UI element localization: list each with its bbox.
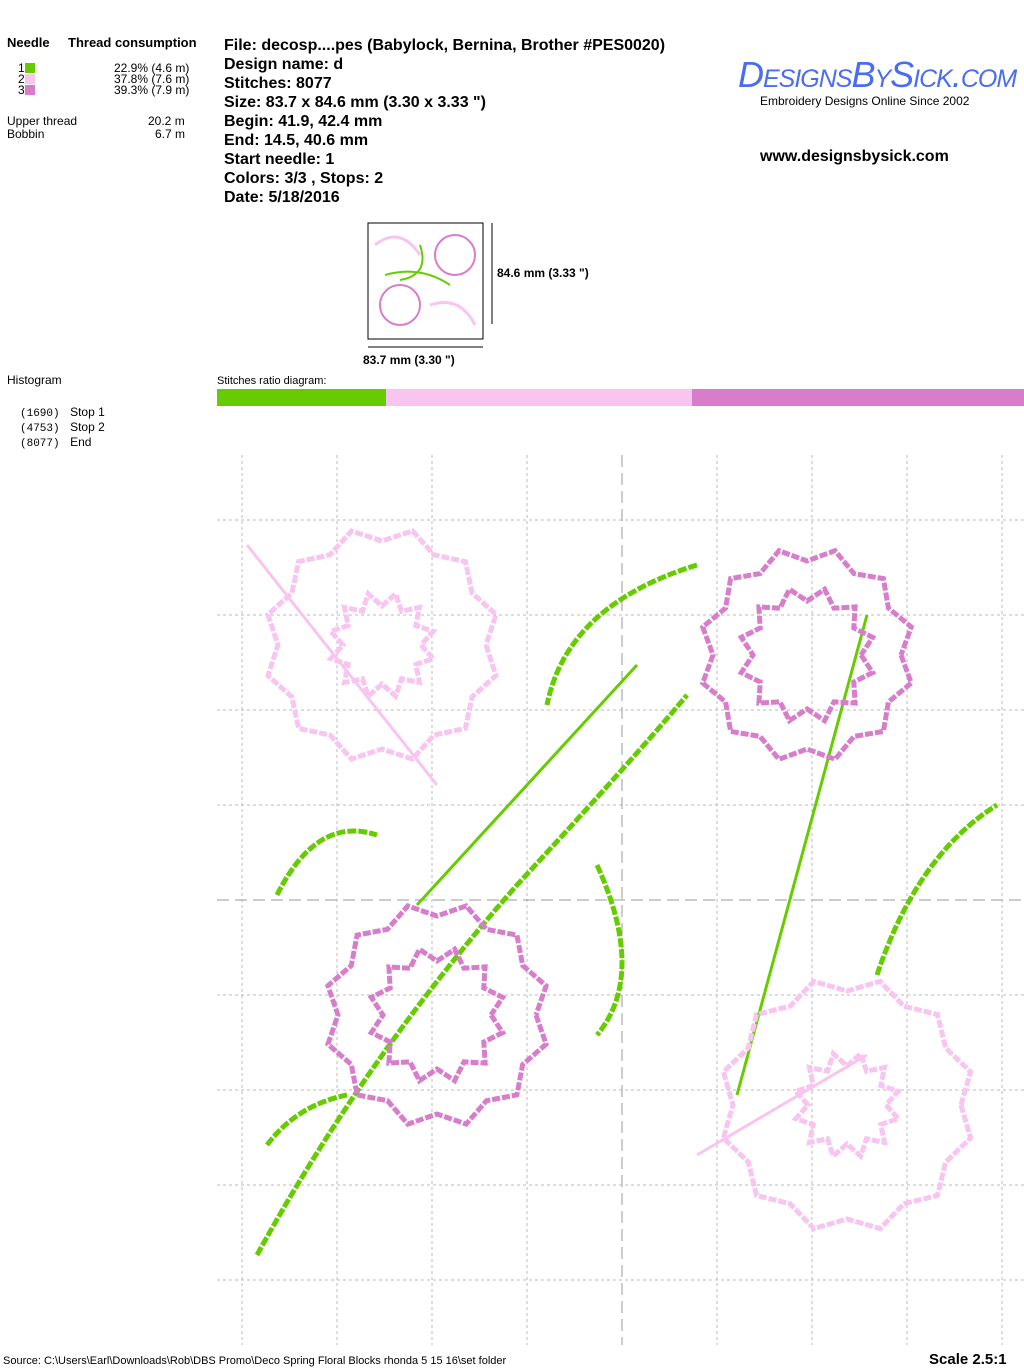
begin: Begin: 41.9, 42.4 mm	[224, 113, 383, 130]
flower-outline	[791, 1049, 903, 1161]
jump-stitch	[696, 1053, 868, 1157]
logo-tagline: Embroidery Designs Online Since 2002	[760, 94, 970, 108]
jump-stitch	[735, 614, 869, 1096]
needle-color-swatch	[24, 74, 35, 84]
stop-row: (8077) End	[20, 435, 92, 450]
flower-outline	[326, 589, 438, 701]
stop-row: (1690) Stop 1	[20, 405, 105, 420]
bobbin-value: 6.7 m	[155, 127, 186, 141]
stitches-ratio-bar	[217, 389, 1024, 406]
needle-row: 3 39.3% (7.9 m)	[18, 83, 190, 97]
flower-outline	[367, 945, 507, 1085]
design-info: File: decosp....pes (Babylock, Bernina, …	[224, 36, 665, 207]
upper-thread-label: Upper thread	[7, 114, 78, 128]
height-label: 84.6 mm (3.33 ")	[497, 266, 589, 280]
bobbin-label: Bobbin	[7, 127, 45, 141]
flower-outline	[720, 978, 974, 1232]
jump-stitch	[245, 544, 439, 786]
needle-row: 1 22.9% (4.6 m)	[18, 61, 190, 75]
stitches: Stitches: 8077	[224, 75, 332, 92]
ratio-segment	[385, 389, 692, 406]
flower-outline	[265, 528, 499, 762]
flower-outline	[737, 585, 877, 725]
scale: Scale 2.5:1	[929, 1351, 1007, 1368]
date: Date: 5/18/2016	[224, 189, 340, 206]
design-preview	[217, 455, 1024, 1345]
upper-thread-value: 20.2 m	[148, 114, 185, 128]
start-needle: Start needle: 1	[224, 151, 335, 168]
thread-consumption-header: Thread consumption	[68, 35, 197, 50]
flower-outline	[324, 902, 550, 1128]
logo: DesignsBySick.com	[738, 54, 1017, 95]
website-url[interactable]: www.designsbysick.com	[760, 148, 949, 165]
stop-row: (4753) Stop 2	[20, 420, 105, 435]
source-path: Source: C:\Users\Earl\Downloads\Rob\DBS …	[3, 1355, 507, 1367]
needle-header: Needle	[7, 35, 50, 50]
needle-color-swatch	[24, 85, 35, 95]
leaf-stems	[254, 562, 999, 1257]
ratio-segment	[217, 389, 386, 406]
needle-row: 2 37.8% (7.6 m)	[18, 72, 190, 86]
needle-list: 1 22.9% (4.6 m) 2 37.8% (7.6 m) 3 39.3% (7.9 …	[18, 61, 198, 97]
design-thumbnail	[367, 222, 493, 348]
needle-color-swatch	[24, 63, 35, 73]
end: End: 14.5, 40.6 mm	[224, 132, 369, 149]
ratio-label: Stitches ratio diagram:	[217, 375, 327, 387]
size: Size: 83.7 x 84.6 mm (3.30 x 3.33 ")	[224, 94, 486, 111]
histogram-title: Histogram	[7, 373, 62, 387]
design-name: Design name: d	[224, 56, 344, 73]
ratio-segment	[691, 389, 1024, 406]
width-label: 83.7 mm (3.30 ")	[363, 353, 455, 367]
jump-stitch	[415, 663, 639, 907]
flower-outline	[699, 547, 915, 763]
colors-stops: Colors: 3/3 , Stops: 2	[224, 170, 384, 187]
file-info: File: decosp....pes (Babylock, Bernina, …	[224, 37, 666, 54]
stop-list: (1690) Stop 1 (4753) Stop 2 (8077) End	[20, 403, 105, 450]
